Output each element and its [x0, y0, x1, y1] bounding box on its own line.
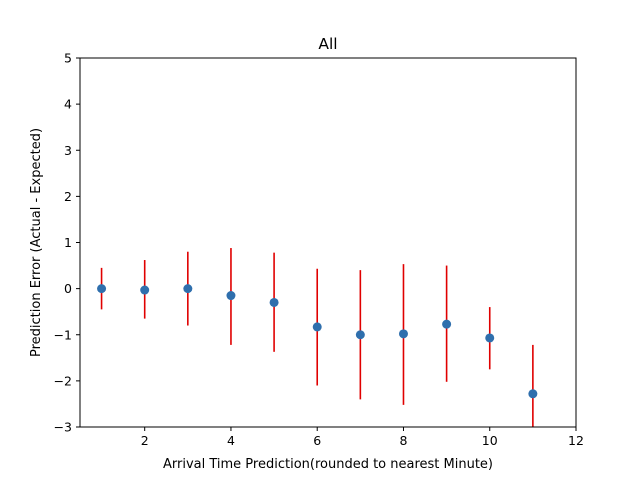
- y-tick-label: 3: [64, 143, 72, 158]
- x-tick-label: 2: [141, 433, 149, 448]
- y-tick-label: 4: [64, 97, 72, 112]
- chart-title: All: [318, 35, 337, 53]
- y-tick-label: 5: [64, 51, 72, 66]
- x-tick-label: 8: [400, 433, 408, 448]
- y-axis-label: Prediction Error (Actual - Expected): [29, 128, 44, 357]
- y-tick-label: −1: [54, 327, 72, 342]
- plot-frame: [79, 57, 577, 428]
- y-tick-label: −3: [54, 420, 72, 435]
- x-tick-label: 6: [313, 433, 321, 448]
- data-point: [528, 389, 538, 399]
- y-tick-label: 1: [64, 235, 72, 250]
- plot-marks: [97, 248, 538, 427]
- x-axis: 2 4 6 8 10 12: [141, 427, 584, 448]
- x-tick-label: 12: [568, 433, 584, 448]
- x-axis-label: Arrival Time Prediction(rounded to neare…: [163, 457, 493, 472]
- data-point: [97, 284, 107, 294]
- y-axis: −3 −2 −1 0 1 2 3 4 5: [54, 51, 80, 435]
- data-point: [485, 333, 495, 343]
- data-point: [442, 319, 452, 329]
- data-point: [140, 285, 150, 295]
- data-point: [398, 329, 408, 339]
- data-point: [355, 330, 365, 340]
- data-point: [269, 297, 279, 307]
- y-tick-label: 0: [64, 281, 72, 296]
- data-point: [183, 284, 193, 294]
- data-point: [226, 291, 236, 301]
- x-tick-label: 4: [227, 433, 235, 448]
- x-tick-label: 10: [482, 433, 498, 448]
- data-point: [312, 322, 322, 332]
- y-tick-label: −2: [54, 373, 72, 388]
- y-tick-label: 2: [64, 189, 72, 204]
